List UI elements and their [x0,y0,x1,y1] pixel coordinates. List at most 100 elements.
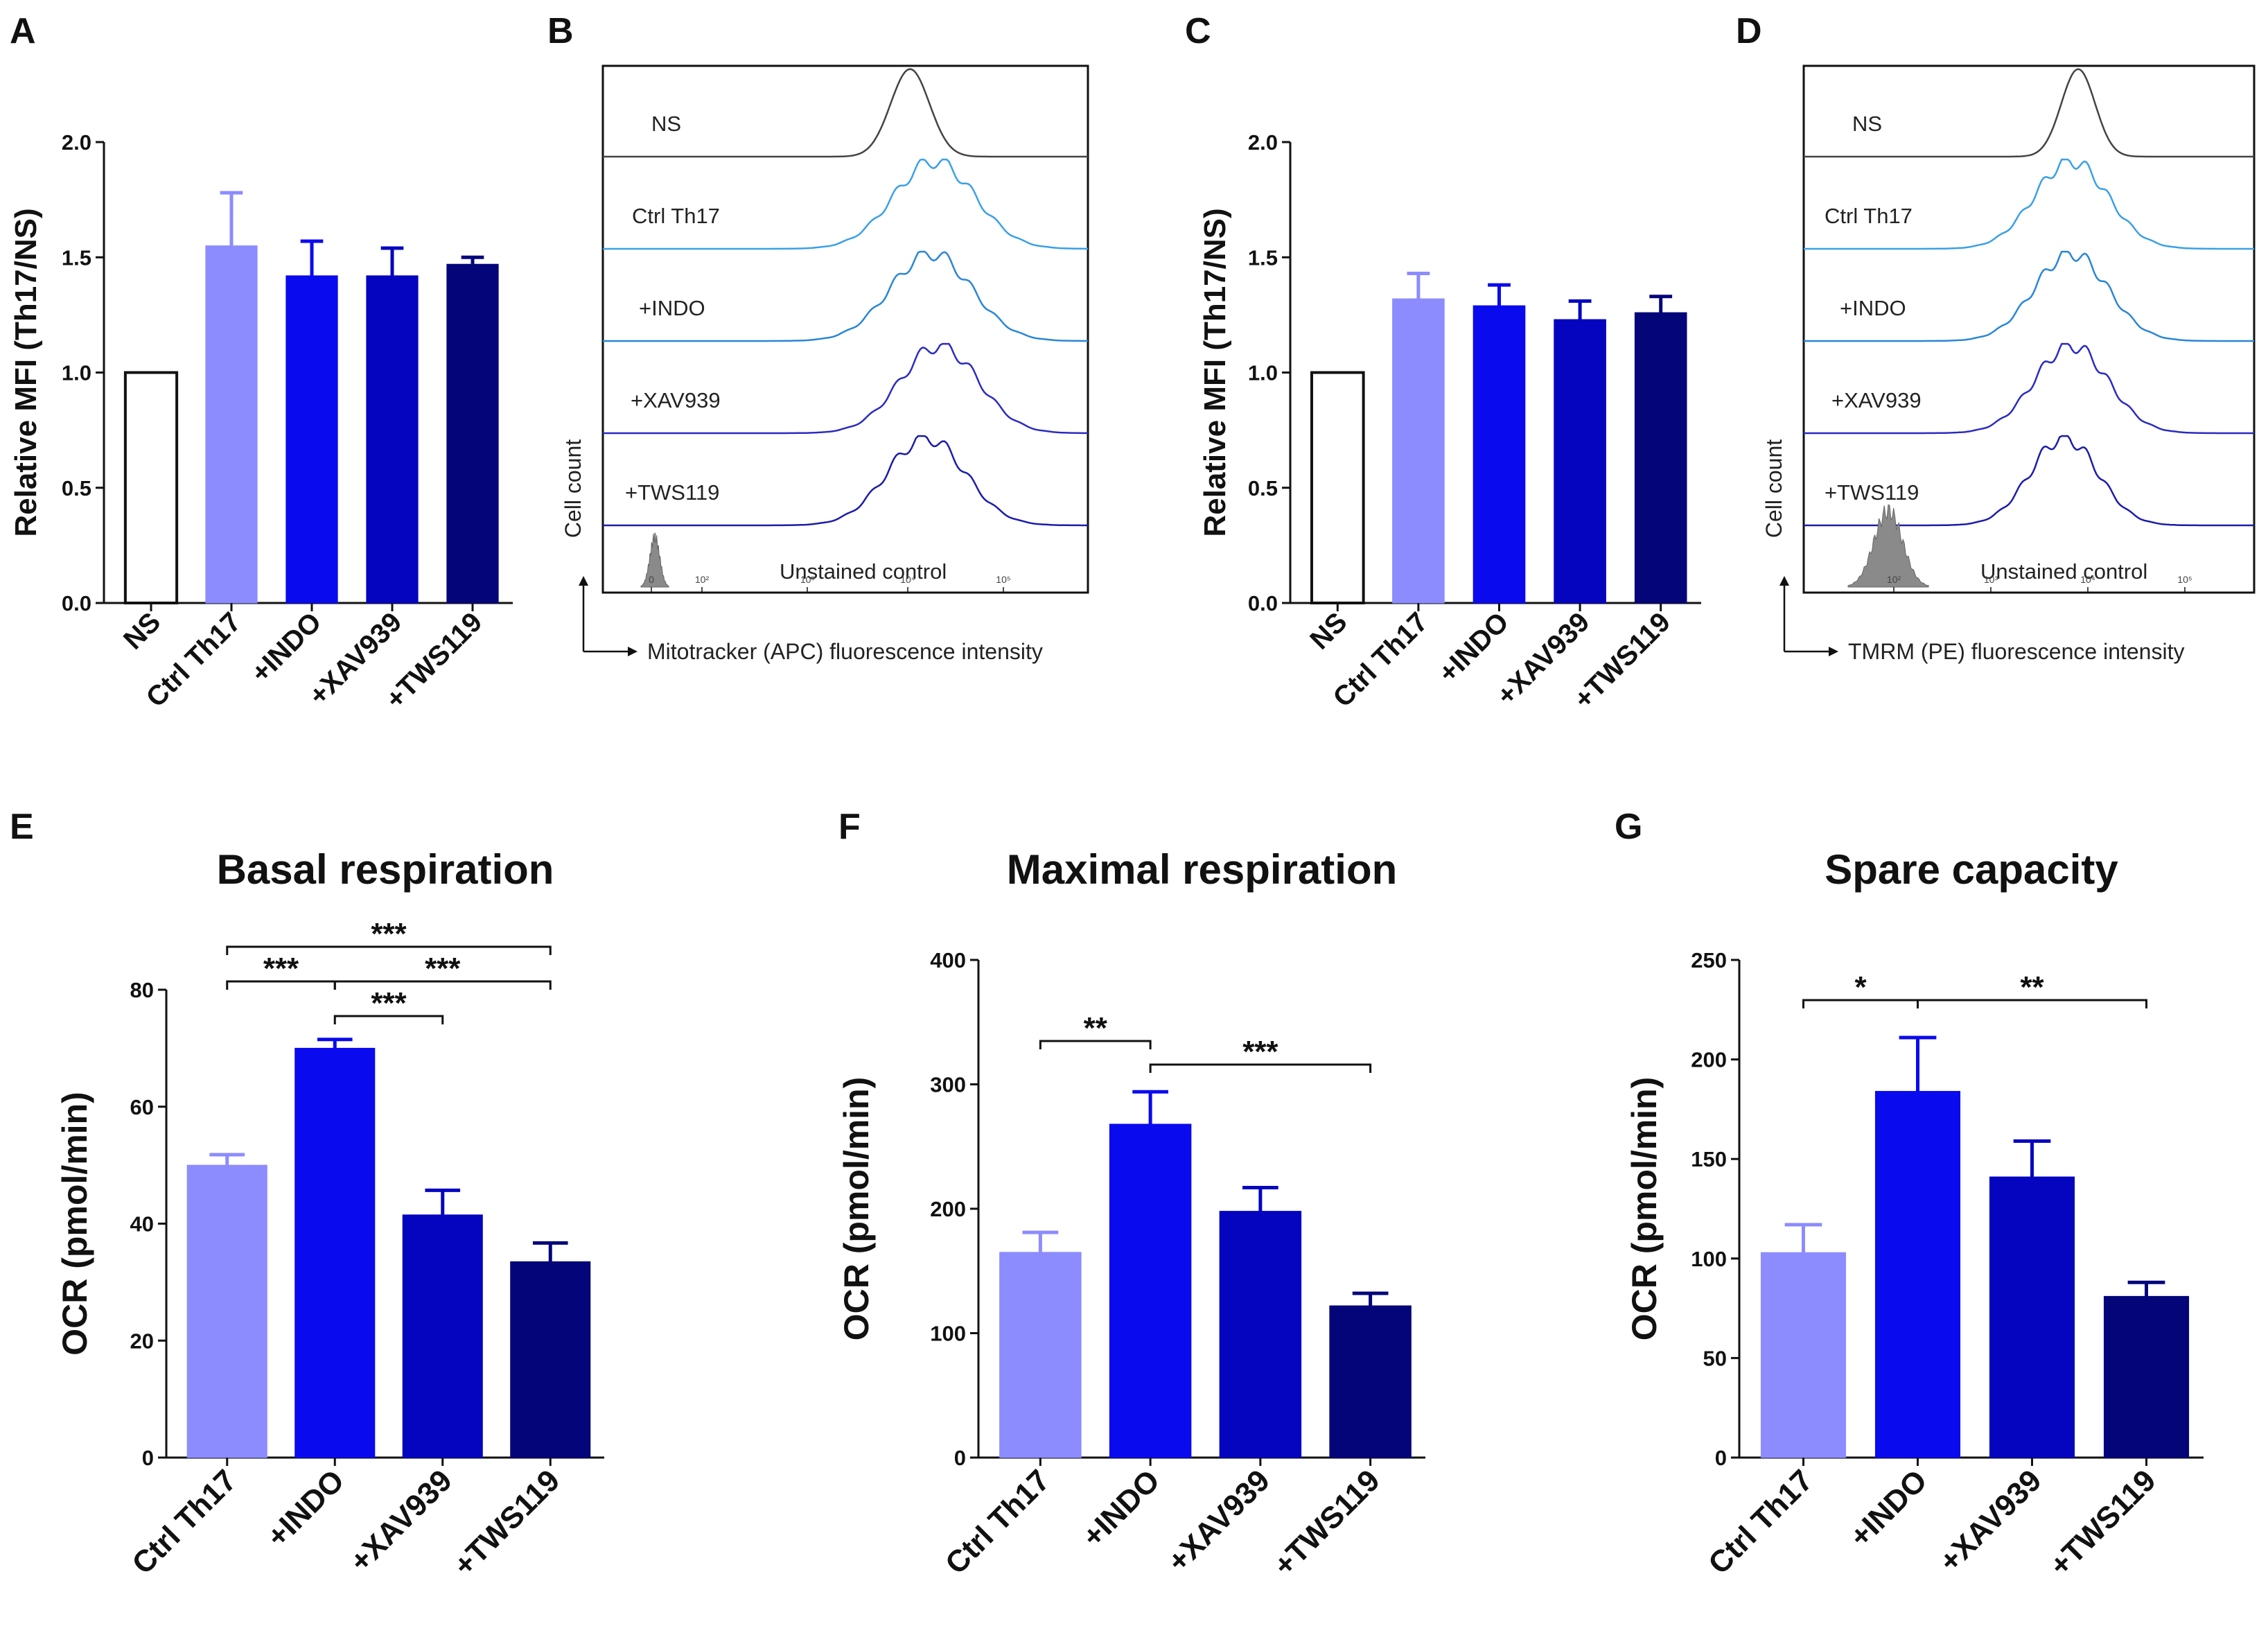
y-tick-label: 1.0 [62,361,91,385]
significance-label: *** [425,952,461,986]
x-arrowhead [628,647,638,656]
histogram-trace [1804,158,2254,250]
x-tick-label: 10³ [800,574,815,585]
bar-tws119 [446,263,499,604]
histogram-trace [603,250,1088,342]
chart-f: 0 100 200 300 400 OCR (pmol/min) Maximal respi… [837,846,1425,1583]
y-tick-label: 80 [130,978,154,1002]
trace-label: +XAV939 [631,388,721,412]
panel-letter-a: A [10,11,36,51]
bar-ns [1310,371,1365,604]
category-label: Ctrl Th17 [1702,1463,1819,1580]
significance-bracket [1917,999,2147,1008]
significance-bracket [1039,1040,1152,1049]
y-tick-label: 20 [130,1329,154,1353]
chart-title: Maximal respiration [1007,846,1398,893]
bar-ctrl-th17 [205,245,258,604]
x-axis-label: Mitotracker (APC) fluorescence intensity [647,639,1043,664]
y-tick-label: 50 [1703,1346,1727,1370]
significance-label: *** [263,952,299,986]
x-arrowhead [1829,647,1838,656]
chart-title: Spare capacity [1825,846,2118,893]
category-label: Ctrl Th17 [939,1463,1056,1580]
plot-frame [601,64,1089,594]
x-tick-label: 10⁵ [2177,574,2192,585]
trace-label: NS [1852,112,1882,136]
y-tick-label: 2.0 [1248,130,1278,155]
y-axis-label: OCR (pmol/min) [55,1092,94,1356]
y-tick-label: 1.0 [1248,361,1278,385]
x-tick-label: 10² [1887,574,1901,585]
y-tick-label: 100 [930,1322,966,1346]
category-label: +XAV939 [1161,1463,1276,1578]
y-tick-label: 100 [1691,1247,1727,1271]
x-tick-label: 10⁴ [2080,574,2095,585]
category-label: NS [1304,606,1353,655]
unstained-histogram [640,532,669,588]
panel-letter-f: F [838,807,861,847]
trace-label: +TWS119 [625,480,719,505]
bar-ctrl-th17 [1760,1252,1847,1458]
histogram-trace [603,435,1088,527]
x-tick-label: 10³ [1984,574,1998,585]
bar-xav939 [402,1214,483,1458]
category-label: +TWS119 [2043,1463,2162,1582]
unstained-label: Unstained control [780,559,947,584]
y-tick-label: 60 [130,1095,154,1119]
histogram-trace [1804,342,2254,435]
y-tick-label: 250 [1691,948,1727,972]
histogram-trace [1804,68,2254,158]
significance-label: ** [1084,1011,1108,1045]
trace-label: +TWS119 [1825,480,1919,505]
y-tick-label: 150 [1691,1147,1727,1171]
histogram-trace [603,68,1088,158]
significance-bracket [226,945,552,955]
bar-tws119 [510,1261,591,1458]
x-tick-label: 0 [649,574,654,585]
trace-label: +INDO [1840,296,1906,320]
histogram-trace [1804,250,2254,342]
bar-xav939 [1554,319,1606,604]
category-label: +TWS119 [447,1463,566,1582]
histogram-trace [603,158,1088,250]
panel-letter-d: D [1736,11,1762,51]
plot-frame [1802,64,2256,594]
y-axis-label: OCR (pmol/min) [1625,1077,1664,1341]
bar-xav939 [1219,1211,1302,1458]
bar-ctrl-th17 [1392,298,1445,604]
y-tick-label: 0 [954,1446,966,1470]
y-axis-label: Cell count [561,439,586,538]
unstained-label: Unstained control [1980,559,2147,584]
bar-tws119 [2103,1295,2190,1458]
category-label: +INDO [261,1463,351,1554]
significance-label: * [1854,970,1867,1004]
significance-label: *** [371,917,407,951]
x-tick-label: 10⁵ [996,574,1010,585]
category-label: NS [118,606,166,655]
x-axis-label: TMRM (PE) fluorescence intensity [1848,639,2184,664]
y-tick-label: 40 [130,1212,154,1236]
y-tick-label: 0.5 [62,476,91,500]
significance-bracket [333,1015,444,1024]
significance-label: *** [1242,1035,1278,1069]
histogram-trace [603,342,1088,435]
trace-label: Ctrl Th17 [632,204,720,228]
bar-ns [123,371,179,604]
y-axis-label: Relative MFI (Th17/NS) [1198,208,1232,536]
category-label: +INDO [245,606,327,688]
y-axis-label: Relative MFI (Th17/NS) [9,208,43,536]
y-tick-label: 0.0 [62,591,91,615]
panel-letter-e: E [10,807,34,847]
y-axis-label: Cell count [1761,439,1786,538]
chart-d: NS Ctrl Th17 +INDO +XAV939 +TWS119 Unstained … [1761,64,2256,664]
bar-indo [285,275,338,604]
trace-label: +XAV939 [1831,388,1922,412]
trace-label: +INDO [639,296,705,320]
category-label: +XAV939 [1933,1463,2048,1578]
y-tick-label: 0 [142,1446,154,1470]
bar-xav939 [366,275,419,604]
bar-ctrl-th17 [186,1164,267,1458]
